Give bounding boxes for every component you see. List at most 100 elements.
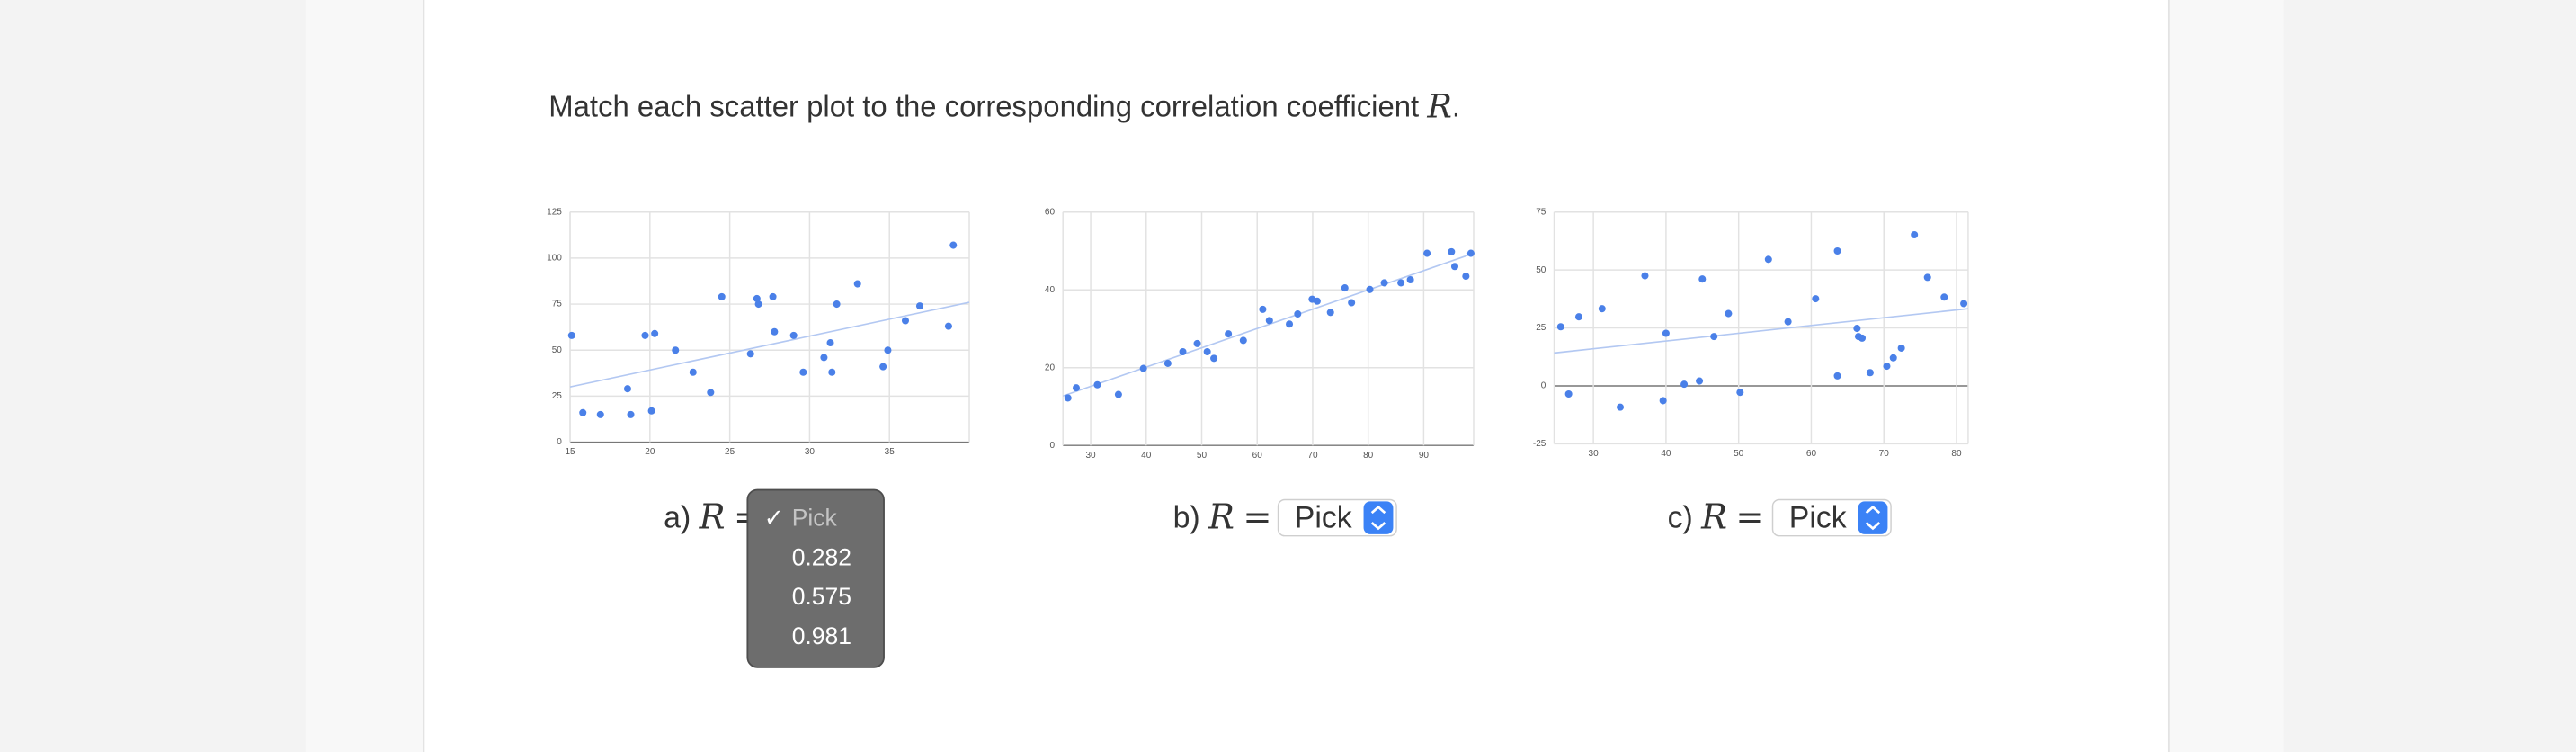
- point: [820, 354, 828, 362]
- point: [1853, 325, 1861, 333]
- point: [1564, 389, 1573, 398]
- point: [1294, 310, 1302, 318]
- point: [799, 368, 807, 376]
- point: [627, 410, 635, 418]
- x-tick-label: 15: [565, 447, 575, 457]
- answer-var: R: [1700, 497, 1727, 537]
- answer-eq: =: [1735, 497, 1764, 537]
- point: [1366, 285, 1374, 293]
- dropdown-popup: ✓ Pick 0.282 0.575 0.981: [746, 488, 885, 668]
- point: [1114, 390, 1122, 398]
- point: [1139, 364, 1147, 372]
- dropdown-option[interactable]: 0.575: [792, 583, 851, 610]
- select-button[interactable]: [1858, 501, 1888, 534]
- answer-letter: b): [1173, 500, 1200, 534]
- point: [1203, 347, 1211, 356]
- dropdown-option[interactable]: Pick: [792, 504, 838, 531]
- plot-area: [570, 211, 970, 443]
- answer-var: R: [1208, 497, 1235, 537]
- point: [884, 346, 892, 354]
- point: [1450, 263, 1459, 271]
- point: [1911, 230, 1919, 239]
- point: [596, 410, 604, 418]
- point: [707, 389, 715, 397]
- question-text: Match each scatter plot to the correspon…: [548, 89, 1419, 122]
- question-var: R: [1426, 86, 1452, 125]
- point: [567, 331, 575, 339]
- point: [1680, 380, 1689, 389]
- point: [1960, 300, 1968, 308]
- point: [1883, 363, 1891, 371]
- select-button[interactable]: [1363, 501, 1394, 534]
- point: [718, 292, 726, 300]
- point: [769, 292, 777, 300]
- point: [1163, 359, 1172, 367]
- x-tick-label: 30: [1589, 449, 1600, 459]
- point: [826, 339, 834, 347]
- point: [771, 327, 779, 336]
- scatter-chart: -25 0 25 50 75 30 40 50 60 70 80: [1533, 207, 1969, 459]
- point: [1341, 284, 1349, 292]
- scatter-chart: 0 25 50 75 100 125 15 20 25 30 35: [547, 207, 970, 457]
- plot-area: [1063, 211, 1474, 446]
- trendline: [1554, 308, 1969, 354]
- y-tick-label: 75: [552, 300, 563, 309]
- y-tick-label: 75: [1536, 207, 1546, 217]
- point: [789, 331, 798, 339]
- point: [651, 329, 659, 337]
- dropdown-option[interactable]: 0.282: [792, 543, 851, 570]
- question-end: .: [1452, 89, 1460, 122]
- y-tick-label: 50: [1536, 265, 1546, 275]
- point: [753, 294, 761, 302]
- point: [1397, 279, 1405, 287]
- x-tick-label: 30: [805, 447, 816, 457]
- dropdown-option[interactable]: 0.981: [792, 622, 851, 649]
- point: [1710, 333, 1718, 341]
- y-tick-label: 0: [557, 437, 562, 447]
- y-tick-label: 25: [1536, 323, 1546, 333]
- trendline: [1062, 252, 1475, 398]
- x-tick-label: 40: [1661, 449, 1671, 459]
- answer-label: c) R =: [1668, 497, 1765, 537]
- select-value[interactable]: Pick: [1789, 500, 1847, 534]
- point: [1406, 275, 1414, 284]
- point: [1064, 394, 1072, 402]
- point: [901, 317, 910, 325]
- point: [1725, 309, 1733, 318]
- x-tick-label: 80: [1363, 451, 1374, 461]
- point: [1556, 323, 1564, 331]
- select[interactable]: Pick: [1771, 498, 1892, 537]
- point: [1616, 403, 1625, 411]
- point: [1239, 336, 1247, 345]
- point: [1641, 272, 1649, 280]
- point: [1380, 279, 1388, 287]
- point: [1574, 313, 1582, 321]
- point: [1698, 275, 1707, 283]
- point: [1659, 397, 1667, 405]
- point: [1072, 384, 1081, 392]
- y-tick-label: 40: [1045, 285, 1056, 295]
- point: [915, 302, 923, 310]
- popup-box: [746, 488, 885, 668]
- y-tick-label: 0: [1049, 441, 1055, 451]
- x-tick-label: 70: [1879, 449, 1890, 459]
- point: [579, 408, 587, 416]
- answer-letter: c): [1668, 500, 1693, 534]
- x-tick-label: 50: [1197, 451, 1208, 461]
- x-tick-label: 35: [885, 447, 896, 457]
- chevrons: [1370, 505, 1386, 531]
- point: [1662, 329, 1670, 337]
- select-value[interactable]: Pick: [1295, 500, 1352, 534]
- point: [944, 322, 952, 330]
- x-tick-label: 70: [1307, 451, 1318, 461]
- point: [1889, 354, 1897, 362]
- x-tick-label: 30: [1085, 451, 1096, 461]
- point: [1286, 320, 1294, 328]
- select[interactable]: Pick: [1277, 498, 1397, 537]
- point: [746, 350, 754, 358]
- point: [1326, 309, 1334, 317]
- point: [1833, 247, 1841, 255]
- point: [1348, 299, 1356, 307]
- point: [949, 241, 958, 249]
